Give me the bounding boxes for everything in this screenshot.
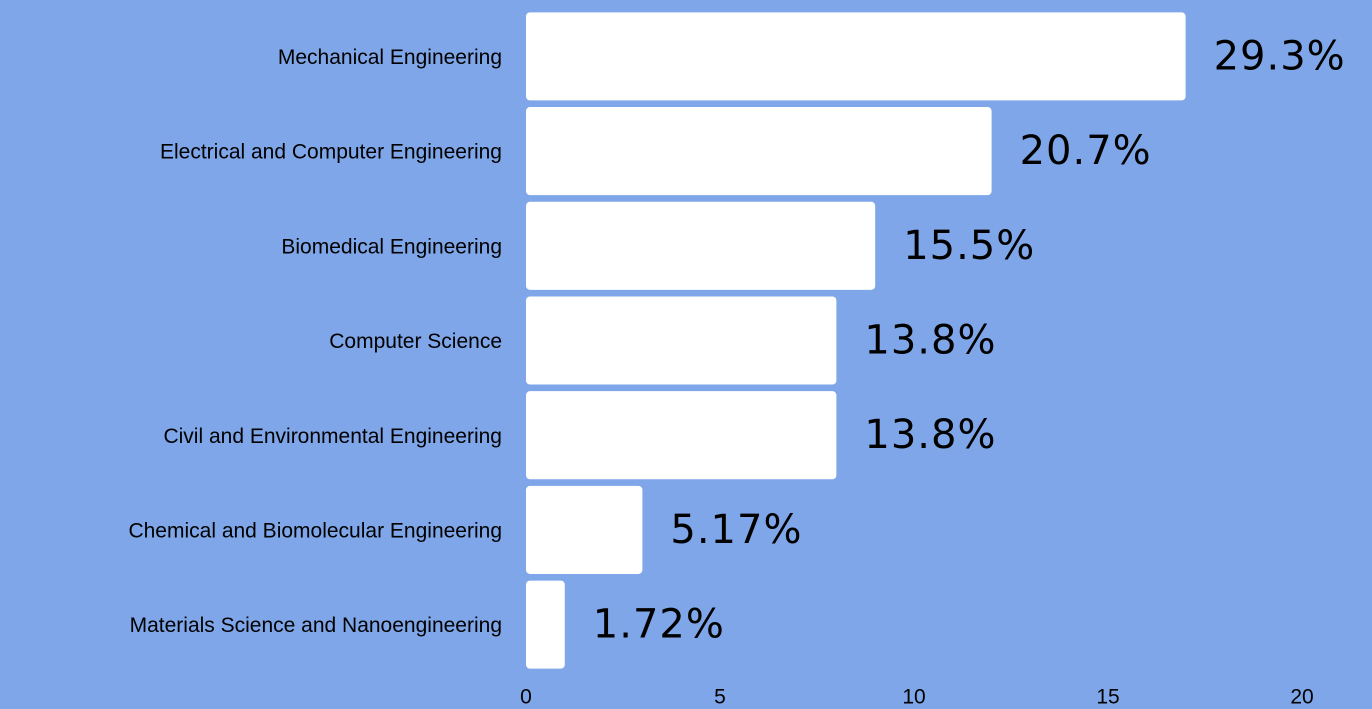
bar xyxy=(526,580,565,669)
bar xyxy=(526,12,1186,101)
value-label: 13.8% xyxy=(864,412,996,458)
bar xyxy=(526,296,837,385)
bar xyxy=(526,391,837,480)
value-label: 1.72% xyxy=(593,602,725,648)
value-label: 29.3% xyxy=(1214,33,1346,79)
y-tick-label: Mechanical Engineering xyxy=(278,46,502,69)
y-tick-label: Chemical and Biomolecular Engineering xyxy=(128,519,502,542)
y-tick-label: Materials Science and Nanoengineering xyxy=(130,614,502,637)
y-tick-label: Biomedical Engineering xyxy=(281,235,502,258)
value-label: 13.8% xyxy=(864,318,996,364)
bar xyxy=(526,201,876,290)
value-label: 5.17% xyxy=(670,507,802,553)
y-tick-label: Civil and Environmental Engineering xyxy=(163,425,502,448)
bar xyxy=(526,485,643,574)
y-tick-label: Electrical and Computer Engineering xyxy=(160,141,502,164)
x-tick-label: 5 xyxy=(714,686,726,709)
x-tick-label: 20 xyxy=(1290,686,1313,709)
y-tick-label: Computer Science xyxy=(329,330,502,353)
x-tick-label: 0 xyxy=(520,686,532,709)
value-label: 20.7% xyxy=(1020,128,1152,174)
value-label: 15.5% xyxy=(903,223,1035,269)
x-tick-label: 10 xyxy=(902,686,925,709)
x-tick-label: 15 xyxy=(1096,686,1119,709)
bar xyxy=(526,107,992,196)
